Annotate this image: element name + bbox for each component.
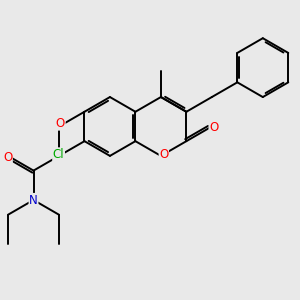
Text: O: O [56, 117, 65, 130]
Text: O: O [3, 151, 12, 164]
Text: Cl: Cl [53, 148, 64, 161]
Text: N: N [29, 194, 38, 206]
Text: O: O [209, 122, 218, 134]
Text: O: O [159, 148, 169, 161]
